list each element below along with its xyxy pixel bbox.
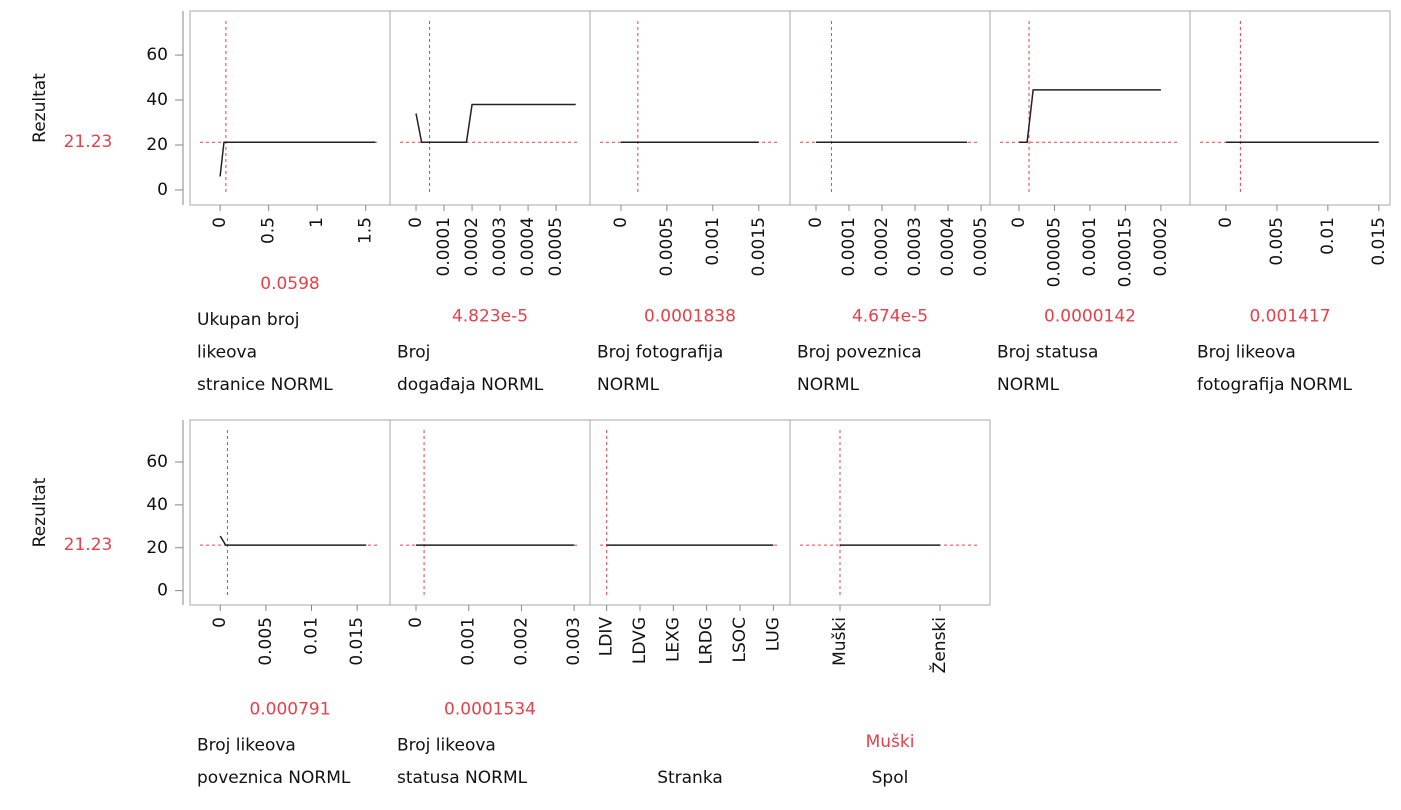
x-axis-label: Broj fotografija — [597, 343, 723, 363]
x-tick-label: 0.0003 — [490, 217, 510, 276]
x-axis-label: događaja NORML — [397, 375, 544, 395]
x-tick-label: LDIV — [597, 617, 617, 657]
x-tick-label: 0 — [1009, 217, 1029, 228]
x-axis-label: Spol — [872, 768, 909, 788]
x-tick-label: 0.0001 — [434, 217, 454, 276]
current-x-value: Muški — [866, 732, 915, 752]
x-tick-label: 0.0005 — [546, 217, 566, 276]
x-tick-label: 0 — [406, 617, 426, 628]
x-tick-label: 1.5 — [356, 217, 376, 244]
current-response: 21.23 — [64, 535, 113, 555]
x-tick-label: 0.0002 — [1151, 217, 1171, 276]
x-tick-label: 0.01 — [301, 617, 321, 655]
profile-line — [219, 141, 376, 177]
x-tick-label: 0.0001 — [1080, 217, 1100, 276]
y-tick-label: 0 — [157, 180, 168, 200]
x-axis-label: Broj — [397, 343, 430, 363]
x-tick-label: LDVG — [630, 617, 650, 664]
current-x-value: 0.0001534 — [444, 700, 536, 720]
current-x-value: 4.823e-5 — [452, 307, 528, 327]
x-tick-label: LSOC — [730, 617, 750, 663]
y-axis-label: Rezultat — [30, 73, 50, 143]
x-tick-label: 0.0002 — [462, 217, 482, 276]
y-tick-label: 60 — [146, 45, 168, 65]
x-tick-label: LUG — [763, 617, 783, 651]
panel-frame — [989, 10, 1191, 206]
x-tick-label: 0.0001 — [839, 217, 859, 276]
profile-line — [219, 535, 367, 546]
x-axis-label: poveznica NORML — [197, 768, 351, 788]
x-tick-label: 1 — [307, 217, 327, 228]
y-tick-label: 20 — [146, 135, 168, 155]
y-tick-label: 60 — [146, 452, 168, 472]
current-x-value: 4.674e-5 — [852, 307, 928, 327]
x-axis-label: Broj likeova — [1197, 343, 1296, 363]
x-axis-label: Ukupan broj — [197, 310, 299, 330]
y-tick-label: 40 — [146, 495, 168, 515]
x-tick-label: 0.005 — [256, 617, 276, 666]
x-tick-label: 0.0003 — [905, 217, 925, 276]
current-x-value: 0.001417 — [1249, 307, 1330, 327]
panel-frame — [789, 419, 991, 606]
x-axis-label: stranice NORML — [197, 375, 333, 395]
x-tick-label: 0.0004 — [518, 217, 538, 276]
x-axis-label: NORML — [997, 375, 1060, 395]
y-tick-label: 0 — [157, 581, 168, 601]
y-axis-label: Rezultat — [30, 477, 50, 547]
x-axis-label: Broj likeova — [397, 736, 496, 756]
x-tick-label: 0.0002 — [872, 217, 892, 276]
x-tick-label: 0.003 — [564, 617, 584, 666]
x-tick-label: 0 — [210, 617, 230, 628]
x-tick-label: 0.01 — [1318, 217, 1338, 255]
x-tick-label: 0 — [210, 217, 230, 228]
x-tick-label: LRDG — [697, 617, 717, 665]
panel-frame — [189, 419, 391, 606]
panel-frame — [389, 10, 591, 206]
x-tick-label: 0 — [611, 217, 631, 228]
x-tick-label: 0.0015 — [749, 217, 769, 276]
panel-frame — [589, 419, 791, 606]
current-x-value: 0.0598 — [260, 274, 319, 294]
profile-line — [415, 103, 576, 143]
panel-frame — [589, 10, 791, 206]
x-tick-label: 0.001 — [459, 617, 479, 666]
x-axis-label: statusa NORML — [397, 768, 528, 788]
x-axis-label: Stranka — [657, 768, 723, 788]
x-axis-label: Broj poveznica — [797, 343, 922, 363]
profile-line — [1018, 89, 1161, 143]
y-tick-label: 40 — [146, 90, 168, 110]
x-axis-label: NORML — [597, 375, 660, 395]
x-axis-label: likeova — [197, 343, 257, 363]
y-tick-label: 20 — [146, 538, 168, 558]
x-axis-label: NORML — [797, 375, 860, 395]
x-tick-label: 0 — [806, 217, 826, 228]
panel-frame — [389, 419, 591, 606]
x-tick-label: 0.0005 — [971, 217, 991, 276]
x-tick-label: Muški — [830, 617, 850, 666]
panel-frame — [789, 10, 991, 206]
x-tick-label: 0.0005 — [657, 217, 677, 276]
panel-frame — [1189, 10, 1391, 206]
x-tick-label: 0 — [406, 217, 426, 228]
current-x-value: 0.0001838 — [644, 307, 736, 327]
x-axis-label: Broj statusa — [997, 343, 1098, 363]
x-tick-label: 0.005 — [1267, 217, 1287, 266]
x-tick-label: 0.001 — [703, 217, 723, 266]
x-tick-label: 0.5 — [259, 217, 279, 244]
x-tick-label: 0.015 — [1369, 217, 1389, 266]
x-tick-label: LEXG — [663, 617, 683, 662]
x-axis-label: Broj likeova — [197, 736, 296, 756]
x-axis-label: fotografija NORML — [1197, 375, 1352, 395]
current-x-value: 0.0000142 — [1044, 307, 1136, 327]
current-x-value: 0.000791 — [249, 700, 330, 720]
current-response: 21.23 — [64, 132, 113, 152]
x-tick-label: 0 — [1216, 217, 1236, 228]
x-tick-label: 0.00015 — [1115, 217, 1135, 287]
x-tick-label: 0.00005 — [1044, 217, 1064, 287]
x-tick-label: 0.002 — [511, 617, 531, 666]
x-tick-label: Ženski — [928, 617, 950, 673]
x-tick-label: 0.0004 — [938, 217, 958, 276]
x-tick-label: 0.015 — [347, 617, 367, 666]
